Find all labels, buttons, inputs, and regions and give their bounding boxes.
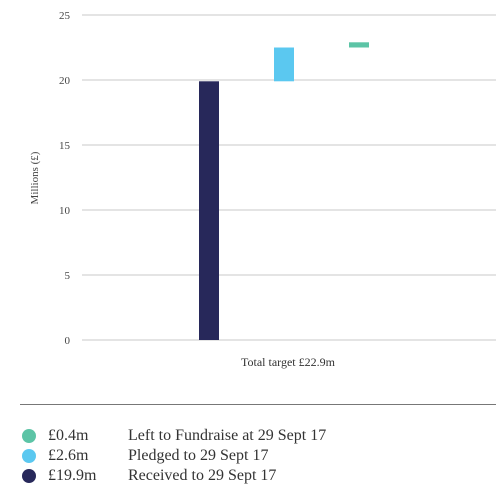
legend-swatch <box>22 469 36 483</box>
y-axis-title: Millions (£) <box>29 151 41 204</box>
bar-left-to-fundraise-at-29-sept-17 <box>349 42 369 48</box>
legend-amount: £2.6m <box>48 447 89 464</box>
legend-amount: £19.9m <box>48 467 97 484</box>
y-tick-label: 15 <box>59 140 71 152</box>
legend: £0.4m Left to Fundraise at 29 Sept 17 £2… <box>22 426 326 486</box>
y-axis-ticks: 0 5 10 15 20 25 <box>59 10 71 347</box>
y-tick-label: 20 <box>59 75 71 87</box>
y-tick-label: 25 <box>59 10 71 22</box>
legend-amount: £0.4m <box>48 427 89 444</box>
legend-label: Received to 29 Sept 17 <box>128 467 277 484</box>
legend-item-received: £19.9m Received to 29 Sept 17 <box>22 466 326 486</box>
legend-label: Left to Fundraise at 29 Sept 17 <box>128 427 327 444</box>
legend-divider <box>20 404 496 405</box>
y-tick-label: 10 <box>59 205 71 217</box>
y-tick-label: 0 <box>65 335 71 347</box>
legend-swatch <box>22 429 36 443</box>
x-category-label: Total target £22.9m <box>241 355 336 369</box>
bar-received-to-29-sept-17 <box>199 81 219 341</box>
legend-label: Pledged to 29 Sept 17 <box>128 447 269 464</box>
funding-chart: 0 5 10 15 20 25 Millions (£) Total target £22… <box>29 10 496 369</box>
legend-item-pledged: £2.6m Pledged to 29 Sept 17 <box>22 446 326 466</box>
legend-swatch <box>22 449 36 463</box>
y-tick-label: 5 <box>65 270 71 282</box>
legend-item-left-to-fundraise: £0.4m Left to Fundraise at 29 Sept 17 <box>22 426 326 446</box>
bars <box>199 42 369 341</box>
bar-pledged-to-29-sept-17 <box>274 47 294 82</box>
